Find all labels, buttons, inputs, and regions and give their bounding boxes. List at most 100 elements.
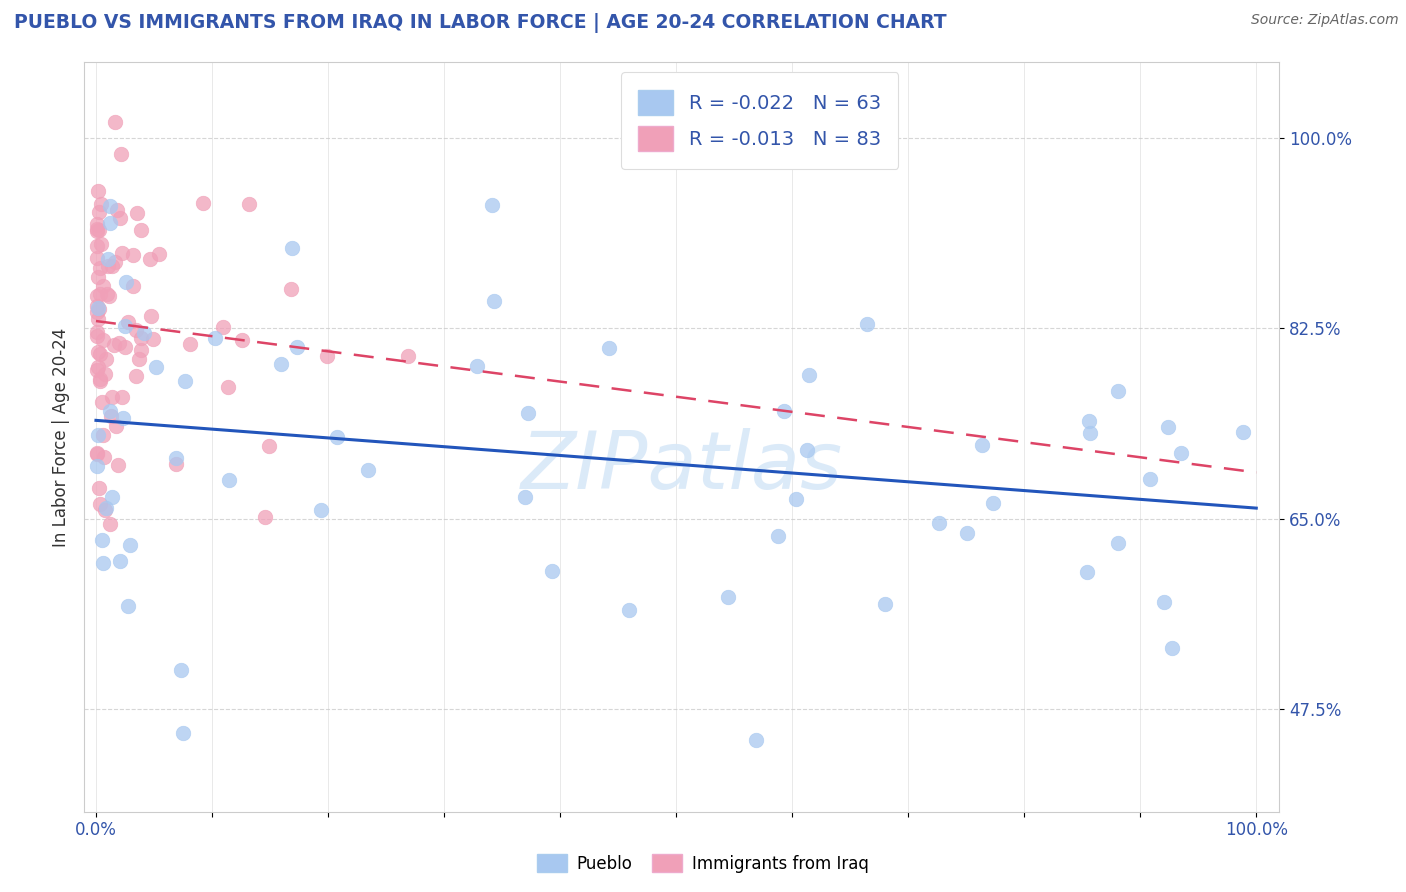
Point — [316, 349, 339, 363]
Point — [131, 343, 153, 358]
Point — [91, 556, 114, 570]
Point — [86, 251, 108, 265]
Point — [89, 347, 111, 361]
Point — [1170, 446, 1192, 460]
Point — [86, 299, 108, 313]
Point — [103, 338, 125, 352]
Point — [89, 497, 111, 511]
Point — [145, 359, 167, 374]
Point — [796, 443, 818, 458]
Point — [98, 215, 121, 229]
Point — [928, 516, 950, 530]
Point — [253, 509, 276, 524]
Point — [86, 184, 108, 198]
Point — [1077, 414, 1099, 428]
Point — [1076, 565, 1098, 579]
Point — [257, 439, 280, 453]
Y-axis label: In Labor Force | Age 20-24: In Labor Force | Age 20-24 — [52, 327, 70, 547]
Point — [179, 336, 201, 351]
Point — [617, 603, 640, 617]
Point — [856, 318, 879, 332]
Point — [97, 259, 120, 273]
Point — [115, 276, 138, 290]
Point — [86, 345, 108, 359]
Point — [96, 287, 118, 301]
Point — [139, 252, 162, 266]
Point — [745, 732, 768, 747]
Point — [101, 490, 124, 504]
Point — [1153, 594, 1175, 608]
Point — [212, 320, 235, 334]
Point — [141, 309, 163, 323]
Point — [86, 428, 108, 442]
Point — [91, 427, 114, 442]
Point — [1161, 641, 1184, 656]
Point — [1139, 472, 1161, 486]
Point — [955, 526, 977, 541]
Point — [357, 463, 380, 477]
Point — [97, 252, 120, 266]
Point — [193, 196, 215, 211]
Point — [125, 369, 148, 384]
Point — [98, 289, 121, 303]
Point — [285, 340, 308, 354]
Point — [104, 115, 127, 129]
Point — [513, 491, 536, 505]
Point — [86, 289, 108, 303]
Point — [481, 198, 503, 212]
Point — [105, 418, 128, 433]
Point — [125, 323, 148, 337]
Point — [1078, 426, 1101, 441]
Point — [86, 447, 108, 461]
Point — [1107, 384, 1129, 398]
Point — [170, 663, 193, 677]
Point — [86, 301, 108, 316]
Point — [129, 330, 152, 344]
Point — [108, 554, 131, 568]
Point — [128, 351, 150, 366]
Point — [165, 450, 187, 465]
Point — [100, 404, 122, 418]
Point — [89, 287, 111, 301]
Point — [1232, 425, 1254, 439]
Point — [87, 312, 110, 326]
Point — [465, 359, 488, 373]
Point — [482, 294, 505, 309]
Point — [86, 363, 108, 377]
Point — [111, 245, 134, 260]
Point — [86, 217, 108, 231]
Point — [87, 269, 110, 284]
Point — [799, 368, 821, 382]
Point — [87, 359, 110, 374]
Point — [970, 437, 993, 451]
Point — [86, 325, 108, 339]
Point — [89, 372, 111, 386]
Point — [173, 374, 195, 388]
Point — [108, 336, 131, 351]
Point — [96, 351, 118, 366]
Point — [89, 374, 111, 388]
Point — [105, 202, 128, 217]
Text: Source: ZipAtlas.com: Source: ZipAtlas.com — [1251, 13, 1399, 28]
Point — [94, 368, 117, 382]
Point — [114, 318, 136, 333]
Point — [110, 147, 132, 161]
Point — [281, 241, 304, 255]
Point — [270, 357, 292, 371]
Point — [772, 403, 794, 417]
Point — [125, 206, 148, 220]
Point — [165, 457, 187, 471]
Point — [117, 599, 139, 613]
Point — [93, 450, 115, 465]
Point — [111, 411, 134, 425]
Point — [89, 261, 111, 276]
Point — [86, 304, 108, 318]
Point — [1107, 536, 1129, 550]
Point — [93, 503, 115, 517]
Point — [91, 533, 114, 547]
Point — [142, 332, 165, 346]
Point — [396, 349, 419, 363]
Point — [129, 223, 152, 237]
Point — [91, 333, 114, 347]
Point — [87, 301, 110, 316]
